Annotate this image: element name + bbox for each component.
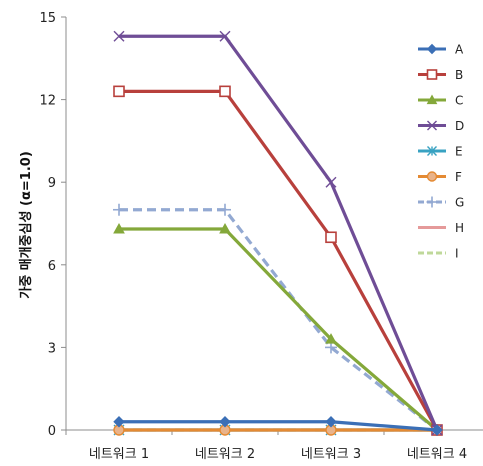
series-G <box>113 203 443 436</box>
data-point <box>113 222 125 234</box>
chart-axes: 0 3 6 9 12 15 네트워크 1 네트워크 2 네트워크 3 네트워크 4 <box>39 11 483 462</box>
series-C <box>113 222 443 435</box>
legend-entry-F: F <box>418 170 462 184</box>
y-tick-label: 0 <box>48 424 56 439</box>
y-tick-label: 6 <box>48 259 56 274</box>
data-point <box>113 85 125 98</box>
data-point <box>219 222 231 234</box>
data-point <box>325 176 337 188</box>
legend-label: D <box>455 119 464 133</box>
legend-label: C <box>455 94 463 108</box>
y-tick-label: 9 <box>48 176 56 191</box>
y-axis-title: 가중 매개중심성 (α=1.0) <box>18 151 34 299</box>
legend-label: E <box>455 145 463 159</box>
legend-entry-H: H <box>418 221 464 235</box>
marker-stroke <box>427 120 437 131</box>
legend-label: H <box>455 221 464 235</box>
legend-label: F <box>455 170 462 184</box>
y-tick-label: 3 <box>48 341 56 356</box>
legend-marker <box>426 171 438 182</box>
x-tick-label: 네트워크 1 <box>89 447 149 462</box>
series-line <box>119 89 439 431</box>
legend-marker <box>426 94 438 105</box>
data-point <box>325 231 337 244</box>
legend-marker <box>427 146 437 156</box>
series-B <box>113 85 443 436</box>
data-point <box>219 416 231 428</box>
series-A <box>113 416 443 436</box>
data-point <box>431 424 443 436</box>
legend-label: I <box>455 247 459 261</box>
legend-label: G <box>455 196 464 210</box>
legend-marker <box>426 69 438 80</box>
marker-stroke <box>219 30 231 42</box>
legend-entry-I: I <box>418 247 459 261</box>
chart-series <box>113 30 443 436</box>
y-tick-label: 15 <box>39 11 56 26</box>
legend-entry-A: A <box>418 43 464 57</box>
data-point <box>219 203 231 216</box>
legend-entry-D: D <box>418 119 464 133</box>
series-line <box>119 420 438 432</box>
data-point <box>113 30 125 42</box>
legend-marker <box>426 43 438 55</box>
legend-label: A <box>455 43 464 57</box>
x-tick-label: 네트워크 4 <box>407 447 467 462</box>
legend-marker <box>427 120 437 131</box>
x-tick-label: 네트워크 2 <box>195 447 255 462</box>
legend-marker <box>426 196 438 208</box>
legend-label: B <box>455 68 463 82</box>
legend-entry-G: G <box>418 196 464 210</box>
data-point <box>219 30 231 42</box>
data-point <box>113 203 125 216</box>
data-point <box>113 416 125 428</box>
data-point <box>219 85 231 98</box>
legend-entry-B: B <box>418 68 463 82</box>
x-tick-label: 네트워크 3 <box>301 447 361 462</box>
data-point <box>325 333 337 344</box>
marker-stroke <box>113 30 125 42</box>
marker-stroke <box>325 176 337 188</box>
data-point <box>325 416 337 428</box>
series-line <box>119 34 439 431</box>
series-line <box>119 227 439 432</box>
legend-entry-E: E <box>418 145 463 159</box>
legend-entry-C: C <box>418 94 463 108</box>
y-tick-label: 12 <box>39 94 56 109</box>
